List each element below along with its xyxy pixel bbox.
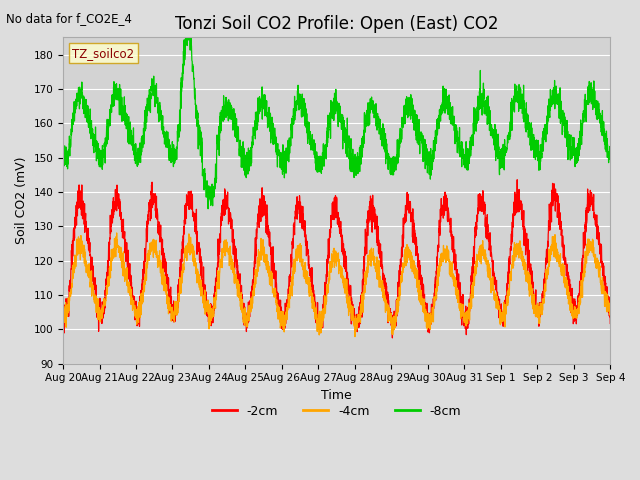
-8cm: [537, 152, 545, 158]
-2cm: [59, 319, 67, 324]
Legend: -2cm, -4cm, -8cm: -2cm, -4cm, -8cm: [207, 400, 467, 423]
Text: No data for f_CO2E_4: No data for f_CO2E_4: [6, 12, 132, 25]
Y-axis label: Soil CO2 (mV): Soil CO2 (mV): [15, 157, 28, 244]
X-axis label: Time: Time: [321, 389, 352, 402]
Line: -4cm: -4cm: [63, 233, 611, 336]
-4cm: [269, 288, 277, 294]
-4cm: [154, 259, 162, 264]
Line: -2cm: -2cm: [63, 180, 611, 338]
-8cm: [607, 153, 614, 159]
-2cm: [292, 214, 300, 219]
-2cm: [607, 321, 614, 326]
-2cm: [513, 177, 521, 182]
-2cm: [596, 251, 604, 257]
-8cm: [184, 15, 191, 21]
-8cm: [59, 153, 67, 159]
-2cm: [122, 237, 129, 242]
Title: Tonzi Soil CO2 Profile: Open (East) CO2: Tonzi Soil CO2 Profile: Open (East) CO2: [175, 15, 499, 33]
-4cm: [113, 230, 120, 236]
-8cm: [596, 120, 604, 126]
-4cm: [607, 309, 614, 315]
-4cm: [351, 334, 359, 339]
-2cm: [269, 249, 276, 255]
-8cm: [269, 129, 277, 135]
-4cm: [122, 276, 129, 282]
-8cm: [204, 206, 212, 212]
-8cm: [154, 110, 162, 116]
-4cm: [596, 263, 604, 269]
-8cm: [122, 118, 129, 124]
-2cm: [388, 335, 396, 341]
-4cm: [537, 307, 545, 313]
-4cm: [293, 256, 301, 262]
-2cm: [154, 230, 162, 236]
-4cm: [59, 315, 67, 321]
-2cm: [537, 302, 545, 308]
Line: -8cm: -8cm: [63, 18, 611, 209]
-8cm: [293, 100, 301, 106]
